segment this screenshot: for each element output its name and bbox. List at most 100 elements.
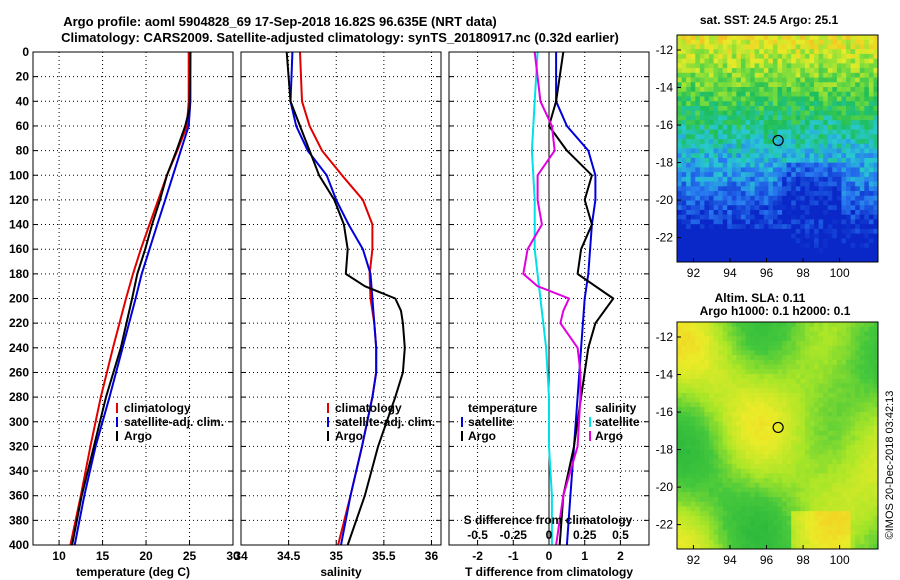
map-cell	[727, 383, 733, 389]
map-cell	[686, 435, 692, 441]
map-cell	[699, 191, 705, 197]
map-cell	[804, 501, 810, 507]
map-cell	[832, 205, 838, 211]
map-y-tick-label: -12	[656, 330, 674, 344]
map-cell	[800, 407, 806, 413]
map-cell	[827, 134, 833, 140]
map-cell	[727, 129, 733, 135]
map-cell	[686, 440, 692, 446]
map-cell	[759, 172, 765, 178]
map-cell	[763, 58, 769, 64]
map-cell	[777, 421, 783, 427]
map-cell	[782, 257, 788, 263]
map-cell	[868, 110, 874, 116]
map-cell	[777, 172, 783, 178]
map-cell	[731, 35, 737, 41]
map-cell	[795, 511, 801, 517]
map-cell	[740, 463, 746, 470]
map-cell	[795, 124, 801, 130]
map-cell	[704, 233, 710, 239]
map-cell	[768, 68, 774, 74]
map-cell	[686, 53, 692, 60]
map-cell	[804, 252, 810, 258]
map-cell	[814, 345, 820, 351]
map-cell	[782, 200, 788, 206]
map-cell	[850, 124, 856, 130]
map-cell	[718, 91, 724, 97]
map-cell	[864, 110, 870, 116]
x-tick-label: 35.5	[372, 549, 396, 563]
map-cell	[868, 186, 874, 192]
map-cell	[759, 355, 765, 361]
map-cell	[855, 124, 861, 130]
map-cell	[873, 205, 879, 211]
map-cell	[864, 478, 870, 484]
map-cell	[809, 105, 815, 112]
map-cell	[868, 77, 874, 83]
map-cell	[804, 68, 810, 74]
map-cell	[777, 411, 783, 417]
map-cell	[722, 176, 728, 183]
map-cell	[782, 364, 788, 370]
map-cell	[772, 397, 778, 403]
map-cell	[704, 336, 710, 342]
map-cell	[846, 195, 851, 201]
map-cell	[873, 326, 879, 332]
map-cell	[736, 72, 742, 78]
map-cell	[750, 345, 756, 351]
map-cell	[855, 350, 861, 356]
map-cell	[818, 63, 824, 69]
map-cell	[690, 134, 696, 140]
map-cell	[864, 200, 870, 206]
map-cell	[846, 105, 851, 112]
map-cell	[809, 157, 815, 164]
map-cell	[704, 176, 710, 183]
map-cell	[722, 364, 728, 370]
map-cell	[841, 482, 847, 488]
map-cell	[827, 172, 833, 178]
map-cell	[841, 219, 847, 225]
map-cell	[763, 115, 769, 121]
map-cell	[818, 162, 824, 168]
map-cell	[804, 411, 810, 417]
map-cell	[686, 506, 692, 512]
map-cell	[868, 435, 874, 441]
map-cell	[763, 209, 769, 216]
map-cell	[708, 49, 714, 55]
map-cell	[804, 454, 810, 460]
map-cell	[827, 191, 833, 197]
map-cell	[804, 539, 810, 545]
map-cell	[859, 496, 865, 503]
map-cell	[745, 49, 751, 55]
map-cell	[800, 482, 806, 488]
map-cell	[754, 411, 760, 417]
map-cell	[846, 544, 851, 550]
map-cell	[800, 350, 806, 356]
map-cell	[759, 359, 765, 365]
map-cell	[763, 407, 769, 413]
map-cell	[745, 520, 751, 526]
map-cell	[681, 110, 687, 116]
map-cell	[759, 430, 765, 436]
map-cell	[681, 331, 687, 337]
map-cell	[864, 176, 870, 183]
map-cell	[804, 176, 810, 183]
map-cell	[745, 515, 751, 522]
map-cell	[855, 421, 861, 427]
map-cell	[772, 233, 778, 239]
map-cell	[772, 501, 778, 507]
map-cell	[855, 322, 861, 328]
map-cell	[736, 530, 742, 536]
map-cell	[768, 369, 774, 375]
map-cell	[722, 459, 728, 465]
map-cell	[846, 506, 851, 512]
map-cell	[782, 153, 788, 159]
legend-heading-temperature: temperature	[468, 401, 538, 415]
map-cell	[791, 181, 797, 187]
map-cell	[695, 506, 701, 512]
map-cell	[708, 252, 714, 258]
map-cell	[681, 96, 687, 102]
map-cell	[800, 525, 806, 531]
map-cell	[827, 440, 833, 446]
map-cell	[754, 120, 760, 126]
